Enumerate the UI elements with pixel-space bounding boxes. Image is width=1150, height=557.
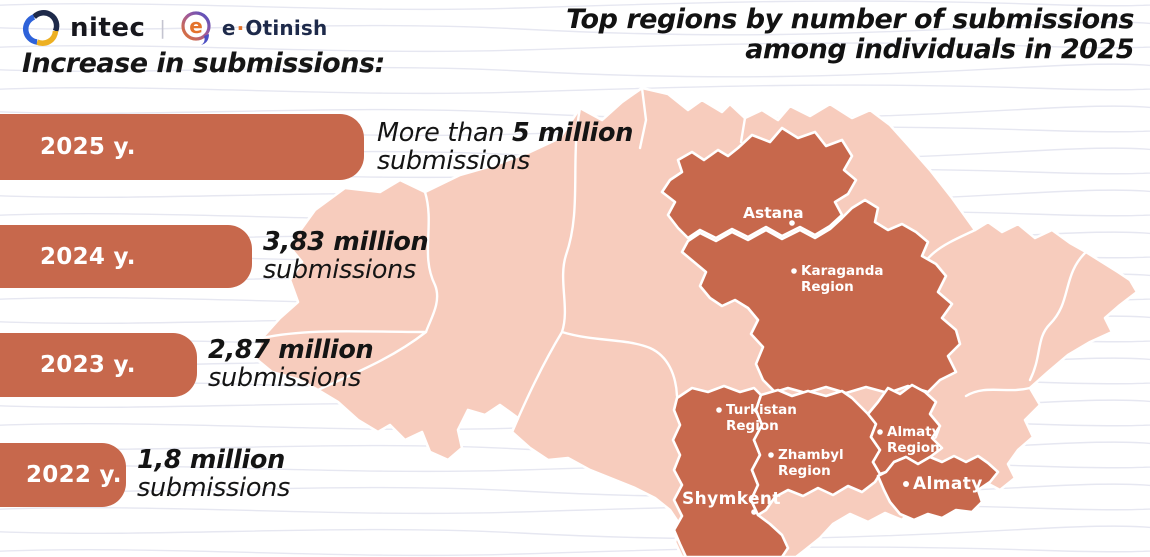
bar-2023-label: 2023 y. [40,352,136,378]
region-zhambyl [749,388,882,517]
region-karaganda [680,198,962,395]
astana-dot [789,220,795,226]
turkistan-dot [716,407,722,413]
page-title-line2: among individuals in 2025 [745,34,1134,66]
bar-2023: 2023 y. [0,333,197,397]
bar-2024-label: 2024 y. [40,243,136,270]
region-almaty-region [866,383,944,476]
nitec-logo-text: nitec [70,13,146,43]
almaty-city-dot [903,481,909,487]
e-otinish-logo-icon: e [181,11,211,45]
map-label-astana: Astana [743,204,804,222]
logo-divider: | [159,17,166,39]
region-astana [660,126,858,240]
map-label-karaganda-line1: Karaganda [801,263,884,279]
nitec-logo-icon [23,10,60,46]
value-2023: 2,87 million submissions [208,335,374,394]
value-2022: 1,8 million submissions [137,445,290,504]
page-title: Top regions by number of submissions amo… [566,4,1134,66]
bar-2025: 2025 y. [0,114,364,180]
map-label-zhambyl-line1: Zhambyl [778,447,844,463]
e-otinish-logo-text: e·Otinish [221,16,328,40]
zhambyl-dot [768,452,774,458]
bar-2022: 2022 y. [0,443,126,507]
map-label-almaty-region-line1: Almaty [887,424,941,440]
map-label-almaty-city: Almaty [913,474,983,494]
bar-2024: 2024 y. [0,225,252,288]
karaganda-dot [791,268,797,274]
almaty-region-dot [877,429,883,435]
map-label-turkistan-line1: Turkistan [726,402,797,418]
map-label-karaganda-line2: Region [801,279,854,295]
map-label-shymkent: Shymkent [682,489,781,509]
left-panel-heading: Increase in submissions: [22,48,385,79]
bar-2025-label: 2025 y. [40,134,136,160]
region-almaty-city [876,454,1000,522]
value-2024: 3,83 million submissions [263,227,429,286]
map-label-zhambyl-line2: Region [778,463,831,479]
map-label-turkistan-line2: Region [726,418,779,434]
value-2025: More than 5 million submissions [377,118,634,177]
page-title-line1: Top regions by number of submissions [566,4,1134,35]
brand-row: nitec | e e·Otinish [22,8,327,48]
kazakhstan-map: Astana Karaganda Region Turkistan Region… [253,86,1139,557]
bubble-letter: e [189,14,203,38]
map-label-almaty-region-line2: Region [887,440,940,456]
bar-2022-label: 2022 y. [26,462,122,488]
shymkent-dot [751,509,757,515]
e-otinish-dot: · [236,16,245,40]
